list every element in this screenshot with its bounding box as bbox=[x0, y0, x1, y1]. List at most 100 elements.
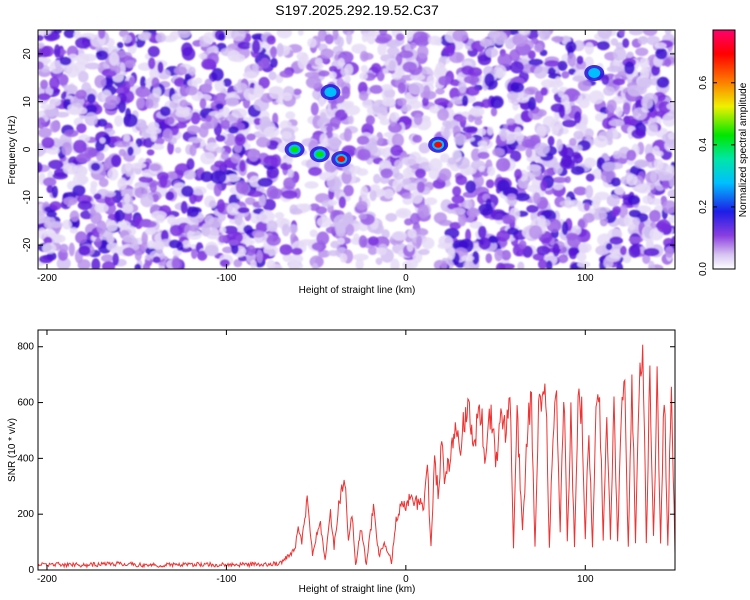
heatmap-cell bbox=[329, 65, 338, 73]
heatmap-cell bbox=[435, 62, 446, 77]
heatmap-cell bbox=[518, 30, 531, 36]
heatmap-cell bbox=[228, 126, 239, 134]
snr-x-label: Height of straight line (km) bbox=[299, 584, 416, 595]
heatmap-cell bbox=[276, 43, 284, 57]
heatmap-cell bbox=[597, 30, 613, 39]
heatmap-cell bbox=[477, 54, 492, 66]
heatmap-cell bbox=[466, 208, 480, 218]
heatmap-cell bbox=[410, 42, 417, 49]
heatmap-cell bbox=[336, 77, 344, 88]
heatmap-cell bbox=[534, 142, 550, 156]
heatmap-cell bbox=[53, 30, 62, 34]
heatmap-cell bbox=[160, 229, 169, 242]
heatmap-cell bbox=[496, 230, 511, 242]
heatmap-cell bbox=[666, 102, 675, 111]
heatmap-cell bbox=[563, 103, 572, 115]
heatmap-cell bbox=[297, 56, 307, 70]
heatmap-cell bbox=[461, 65, 474, 76]
heatmap-cell bbox=[304, 181, 319, 189]
heatmap-cell bbox=[102, 261, 116, 269]
heatmap-cell bbox=[218, 234, 227, 244]
heatmap-cell bbox=[199, 98, 207, 110]
heatmap-cell bbox=[263, 126, 280, 138]
heatmap-cell bbox=[613, 47, 627, 61]
heatmap-cell bbox=[123, 133, 131, 143]
heatmap-cell bbox=[658, 174, 673, 181]
heatmap-cell bbox=[320, 48, 334, 59]
heatmap-cell bbox=[181, 185, 194, 197]
heatmap-cell bbox=[593, 135, 609, 148]
heatmap-cell bbox=[338, 196, 346, 209]
heatmap-cell bbox=[602, 117, 614, 129]
heatmap-cell bbox=[112, 252, 119, 266]
heatmap-cell bbox=[174, 66, 188, 76]
heatmap-cell bbox=[565, 232, 579, 241]
heatmap-cell bbox=[343, 128, 353, 142]
heatmap-cell bbox=[582, 212, 595, 223]
colorbar-tick-label: 0.6 bbox=[698, 75, 709, 89]
heatmap-cell bbox=[527, 96, 537, 111]
spectrogram-x-ticks: -200 -100 0 100 bbox=[37, 30, 594, 284]
heatmap-cell bbox=[181, 47, 196, 61]
spectrogram-x-tick-label: -200 bbox=[37, 273, 57, 284]
heatmap-cell bbox=[622, 102, 631, 115]
heatmap-cell bbox=[569, 137, 577, 146]
heatmap-cell bbox=[152, 86, 162, 98]
heatmap-cell bbox=[494, 248, 503, 262]
heatmap-cell bbox=[612, 205, 621, 215]
heatmap-cell bbox=[398, 50, 414, 59]
heatmap-cell bbox=[332, 45, 344, 55]
heatmap-cell bbox=[362, 98, 373, 109]
heatmap-cell bbox=[225, 97, 239, 107]
heatmap-cell bbox=[610, 177, 621, 187]
heatmap-cell bbox=[434, 97, 449, 106]
heatmap-cell bbox=[90, 162, 101, 171]
heatmap-cell bbox=[639, 57, 650, 69]
heatmap-cell bbox=[149, 182, 157, 193]
snr-x-ticks: -200 -100 0 100 bbox=[37, 330, 594, 585]
heatmap-cell bbox=[51, 185, 59, 198]
heatmap-cell bbox=[252, 63, 259, 72]
heatmap-cell bbox=[46, 146, 60, 155]
heatmap-cell bbox=[628, 209, 642, 218]
heatmap-cell bbox=[454, 115, 467, 122]
heatmap-cells bbox=[38, 30, 675, 269]
heatmap-cell bbox=[208, 200, 217, 209]
snr-y-tick-label: 400 bbox=[17, 453, 34, 464]
heatmap-cell bbox=[465, 86, 480, 97]
heatmap-cell bbox=[237, 207, 250, 214]
heatmap-cell bbox=[200, 171, 214, 183]
heatmap-cell bbox=[281, 131, 293, 139]
heatmap-peak-core bbox=[290, 146, 299, 153]
heatmap-cell bbox=[270, 57, 278, 68]
heatmap-cell bbox=[171, 257, 183, 269]
heatmap-cell bbox=[473, 174, 484, 188]
heatmap-cell bbox=[251, 39, 261, 54]
heatmap-cell bbox=[478, 237, 491, 250]
heatmap-cell bbox=[281, 223, 290, 237]
heatmap-cell bbox=[187, 125, 201, 135]
heatmap-cell bbox=[61, 142, 73, 156]
heatmap-cell bbox=[138, 176, 153, 183]
heatmap-cell bbox=[561, 221, 569, 236]
heatmap-cell bbox=[297, 30, 304, 36]
heatmap-cell bbox=[627, 85, 644, 97]
heatmap-cell bbox=[73, 30, 82, 40]
heatmap-cell bbox=[404, 43, 411, 52]
heatmap-cell bbox=[392, 178, 403, 192]
heatmap-cell bbox=[56, 73, 69, 86]
heatmap-cell bbox=[52, 172, 68, 180]
heatmap-cell bbox=[418, 248, 430, 256]
heatmap-cell bbox=[197, 250, 208, 261]
heatmap-cell bbox=[358, 213, 368, 220]
heatmap-cell bbox=[632, 217, 640, 226]
heatmap-cell bbox=[634, 159, 649, 169]
heatmap-cell bbox=[557, 60, 568, 71]
heatmap-cell bbox=[662, 113, 675, 127]
heatmap-cell bbox=[155, 214, 166, 224]
heatmap-cell bbox=[41, 137, 55, 149]
heatmap-cell bbox=[329, 116, 341, 128]
heatmap-cell bbox=[603, 86, 616, 96]
heatmap-cell bbox=[288, 262, 304, 269]
heatmap-cell bbox=[614, 186, 625, 196]
